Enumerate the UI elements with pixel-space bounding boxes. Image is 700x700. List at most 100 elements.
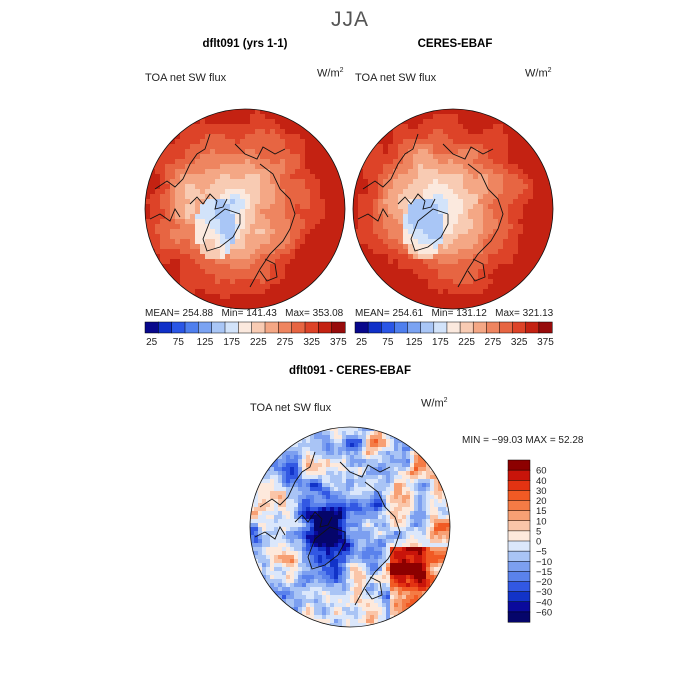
panel-2-field-cell <box>428 244 434 250</box>
panel-1-field-cell <box>320 264 326 270</box>
panel-3-field-cell <box>438 511 443 516</box>
panel-3-field-cell <box>410 495 415 500</box>
panel-1-field-cell <box>230 124 236 130</box>
panel-2-field-cell <box>538 174 544 180</box>
panel-2-field-cell <box>368 144 374 150</box>
panel-1-field-cell <box>245 124 251 130</box>
panel-2-field-cell <box>448 124 454 130</box>
panel-2-field-cell <box>528 259 534 265</box>
panel-1-field-cell <box>225 304 231 309</box>
panel-1-field-cell <box>185 199 191 205</box>
panel-3-field-cell <box>406 467 411 472</box>
panel-3-field-cell <box>434 567 439 572</box>
panel-2-field-cell <box>473 299 479 305</box>
panel-2-field-cell <box>528 164 534 170</box>
panel-3-field-cell <box>370 507 375 512</box>
panel-3-field-cell <box>406 503 411 508</box>
panel-3-field-cell <box>358 583 363 588</box>
panel-3-field-cell <box>318 535 323 540</box>
panel-2-field-cell <box>483 239 489 245</box>
panel-1-field-cell <box>305 129 311 135</box>
panel-3-field-cell <box>374 483 379 488</box>
panel-3-field-cell <box>302 551 307 556</box>
panel-1-field-cell <box>170 154 176 160</box>
panel-1-field-cell <box>250 239 256 245</box>
panel-1-field-cell <box>175 169 181 175</box>
panel-3-field-cell <box>398 531 403 536</box>
panel-1-field-cell <box>320 219 326 225</box>
panel-3-field-cell <box>346 559 351 564</box>
panel-1-field-cell <box>235 259 241 265</box>
panel-1-colorbar-swatch <box>184 321 199 334</box>
panel-2-field-cell <box>393 269 399 275</box>
panel-1-field-cell <box>295 264 301 270</box>
panel-2-field-cell <box>518 204 524 210</box>
panel-3-field-cell <box>354 615 359 620</box>
panel-1-field-cell <box>315 189 321 195</box>
panel-3-field-cell <box>402 435 407 440</box>
panel-3-field-cell <box>374 459 379 464</box>
panel-2-field-cell <box>528 244 534 250</box>
panel-2-field-cell <box>433 264 439 270</box>
panel-3-field-cell <box>326 551 331 556</box>
panel-3-field-cell <box>266 475 271 480</box>
panel-1-field-cell <box>330 214 336 220</box>
panel-3-field-cell <box>326 591 331 596</box>
panel-2-field-cell <box>453 209 459 215</box>
panel-3-field-cell <box>358 491 363 496</box>
panel-1-field-cell <box>330 219 336 225</box>
panel-2-field-cell <box>493 224 499 230</box>
panel-2-field-cell <box>418 279 424 285</box>
panel-3-field-cell <box>330 559 335 564</box>
panel-1-field-cell <box>190 154 196 160</box>
panel-1-field-cell <box>320 154 326 160</box>
panel-2-field-cell <box>493 164 499 170</box>
panel-1-field-cell <box>280 174 286 180</box>
panel-3-field-cell <box>270 527 275 532</box>
panel-3-field-cell <box>302 463 307 468</box>
panel-3-field-cell <box>278 447 283 452</box>
panel-1-field-cell <box>255 249 261 255</box>
panel-3-field-cell <box>294 471 299 476</box>
panel-3-field-cell <box>354 467 359 472</box>
panel-3-field-cell <box>294 607 299 612</box>
panel-3-colorbar-tick-label: 5 <box>536 526 541 537</box>
panel-1-field-cell <box>260 164 266 170</box>
panel-2-field-cell <box>488 269 494 275</box>
panel-1-field-cell <box>290 164 296 170</box>
panel-2-field-cell <box>438 189 444 195</box>
panel-2-field-cell <box>403 204 409 210</box>
panel-1-field-cell <box>270 179 276 185</box>
panel-3-colorbar-tick-label: 30 <box>536 486 547 497</box>
panel-1-field-cell <box>315 149 321 155</box>
panel-2-field-cell <box>463 284 469 290</box>
panel-2-field-cell <box>423 209 429 215</box>
panel-3-field-cell <box>302 619 307 624</box>
panel-2-field-cell <box>498 264 504 270</box>
panel-2-field-cell <box>468 194 474 200</box>
panel-1-field-cell <box>255 214 261 220</box>
panel-2-field-cell <box>398 124 404 130</box>
panel-2-field-cell <box>483 149 489 155</box>
panel-1-field-cell <box>235 284 241 290</box>
panel-3-field-cell <box>258 579 263 584</box>
panel-2-field-cell <box>413 244 419 250</box>
panel-3-field-cell <box>254 507 259 512</box>
panel-2-field-cell <box>548 199 553 205</box>
panel-3-field-cell <box>362 479 367 484</box>
panel-3-field-cell <box>350 499 355 504</box>
panel-1-field-cell <box>245 264 251 270</box>
panel-3-field-cell <box>298 491 303 496</box>
panel-2-field-cell <box>448 204 454 210</box>
panel-3-field-cell <box>338 559 343 564</box>
panel-2-field-cell <box>473 129 479 135</box>
panel-1-field-cell <box>310 234 316 240</box>
panel-2-field-cell <box>418 239 424 245</box>
panel-3-field-cell <box>286 595 291 600</box>
panel-3-stats: MIN = −99.03 MAX = 52.28 <box>462 435 584 446</box>
panel-3-field-cell <box>274 519 279 524</box>
panel-1-colorbar-swatch <box>291 321 306 334</box>
panel-3-field-cell <box>270 471 275 476</box>
panel-2-field-cell <box>523 234 529 240</box>
panel-1-field-cell <box>295 149 301 155</box>
